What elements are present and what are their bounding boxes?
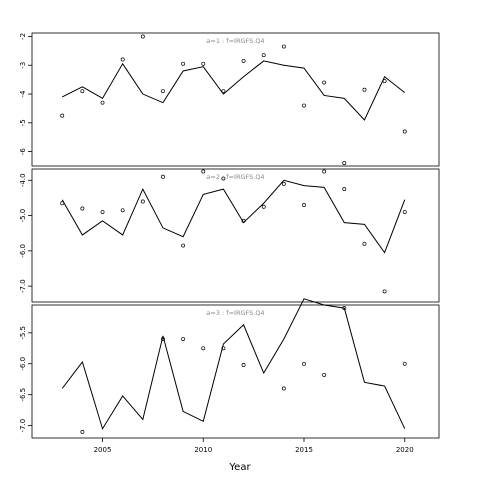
data-point bbox=[60, 113, 65, 118]
data-point bbox=[281, 386, 286, 391]
data-point bbox=[241, 58, 246, 63]
data-point bbox=[402, 210, 407, 214]
data-point bbox=[362, 87, 367, 92]
data-point bbox=[402, 129, 407, 134]
y-tick-label: -5.5 bbox=[19, 326, 27, 340]
data-point bbox=[362, 241, 367, 246]
y-tick-label: -5 bbox=[19, 119, 27, 126]
panel-label: a=3 : f=IRGFS.Q4 bbox=[206, 309, 264, 317]
y-tick-label: -6.0 bbox=[19, 357, 27, 371]
data-point bbox=[140, 199, 145, 204]
data-point bbox=[80, 89, 85, 94]
data-point bbox=[201, 61, 206, 66]
data-point bbox=[201, 169, 206, 174]
y-tick-label: -4 bbox=[19, 90, 27, 98]
data-point bbox=[281, 44, 286, 49]
x-tick-label: 2015 bbox=[295, 446, 313, 454]
series-line bbox=[61, 60, 406, 121]
data-point bbox=[281, 181, 286, 186]
panel-2: a=2 : f=IRGFS.Q4 -4.0 -5.0 -6.0 -7.0 bbox=[19, 168, 440, 303]
series-line bbox=[61, 298, 406, 430]
panel-3: a=3 : f=IRGFS.Q4 -5.5 -6.0 -6.5 -7.0 bbox=[19, 298, 440, 439]
data-point bbox=[120, 57, 125, 62]
series-line bbox=[61, 179, 406, 254]
panel-frame bbox=[31, 32, 440, 167]
data-point bbox=[402, 361, 407, 366]
y-tick-label: -6.5 bbox=[19, 388, 27, 402]
data-point bbox=[322, 169, 327, 174]
data-point bbox=[221, 89, 226, 94]
y-tick-label: -7.0 bbox=[19, 419, 27, 433]
x-axis-label: Year bbox=[228, 462, 251, 473]
panel-label: a=1 : f=IRGFS.Q4 bbox=[206, 37, 264, 45]
y-tick-label: -2 bbox=[19, 33, 27, 40]
data-point bbox=[181, 61, 186, 66]
data-point bbox=[342, 306, 347, 311]
data-point bbox=[342, 161, 347, 166]
data-point bbox=[261, 204, 266, 209]
data-point bbox=[201, 346, 206, 351]
x-tick-label: 2010 bbox=[194, 446, 212, 454]
chart-panels: a=1 : f=IRGFS.Q4 -2 -3 -4 -5 -6 a=2 : f=IRGFS.… bbox=[19, 32, 440, 439]
data-point bbox=[140, 34, 145, 39]
data-point bbox=[161, 89, 165, 94]
panel-frame bbox=[31, 168, 440, 303]
y-tick-label: -6.0 bbox=[19, 244, 27, 258]
data-point bbox=[80, 206, 85, 211]
data-point bbox=[60, 201, 65, 206]
panel-frame bbox=[31, 304, 440, 439]
data-point bbox=[241, 363, 246, 367]
data-point bbox=[181, 337, 186, 341]
data-point bbox=[322, 372, 327, 377]
y-tick-label: -7.0 bbox=[19, 279, 27, 293]
data-point bbox=[302, 361, 306, 366]
data-point bbox=[342, 187, 347, 192]
data-point bbox=[382, 79, 387, 84]
data-point bbox=[302, 203, 306, 207]
data-point bbox=[221, 176, 226, 181]
data-point bbox=[120, 208, 125, 213]
data-point bbox=[241, 218, 246, 223]
data-point bbox=[221, 346, 226, 351]
panel-1: a=1 : f=IRGFS.Q4 -2 -3 -4 -5 -6 bbox=[19, 32, 440, 167]
x-tick-label: 2005 bbox=[94, 446, 112, 454]
data-point bbox=[100, 100, 105, 105]
data-point bbox=[181, 243, 186, 248]
data-point bbox=[382, 289, 387, 294]
y-tick-label: -6 bbox=[19, 148, 27, 156]
data-point bbox=[302, 103, 306, 108]
y-tick-label: -4.0 bbox=[19, 173, 27, 187]
data-point bbox=[322, 80, 327, 85]
data-point bbox=[161, 174, 165, 179]
y-tick-label: -3 bbox=[19, 62, 27, 69]
y-tick-label: -5.0 bbox=[19, 209, 27, 223]
x-axis: 2005 2010 2015 2020 bbox=[94, 438, 414, 454]
data-point bbox=[161, 337, 165, 341]
data-point bbox=[80, 429, 85, 434]
data-point bbox=[261, 53, 266, 58]
data-point bbox=[100, 210, 105, 214]
panel-label: a=2 : f=IRGFS.Q4 bbox=[206, 173, 264, 181]
x-tick-label: 2020 bbox=[396, 446, 414, 454]
